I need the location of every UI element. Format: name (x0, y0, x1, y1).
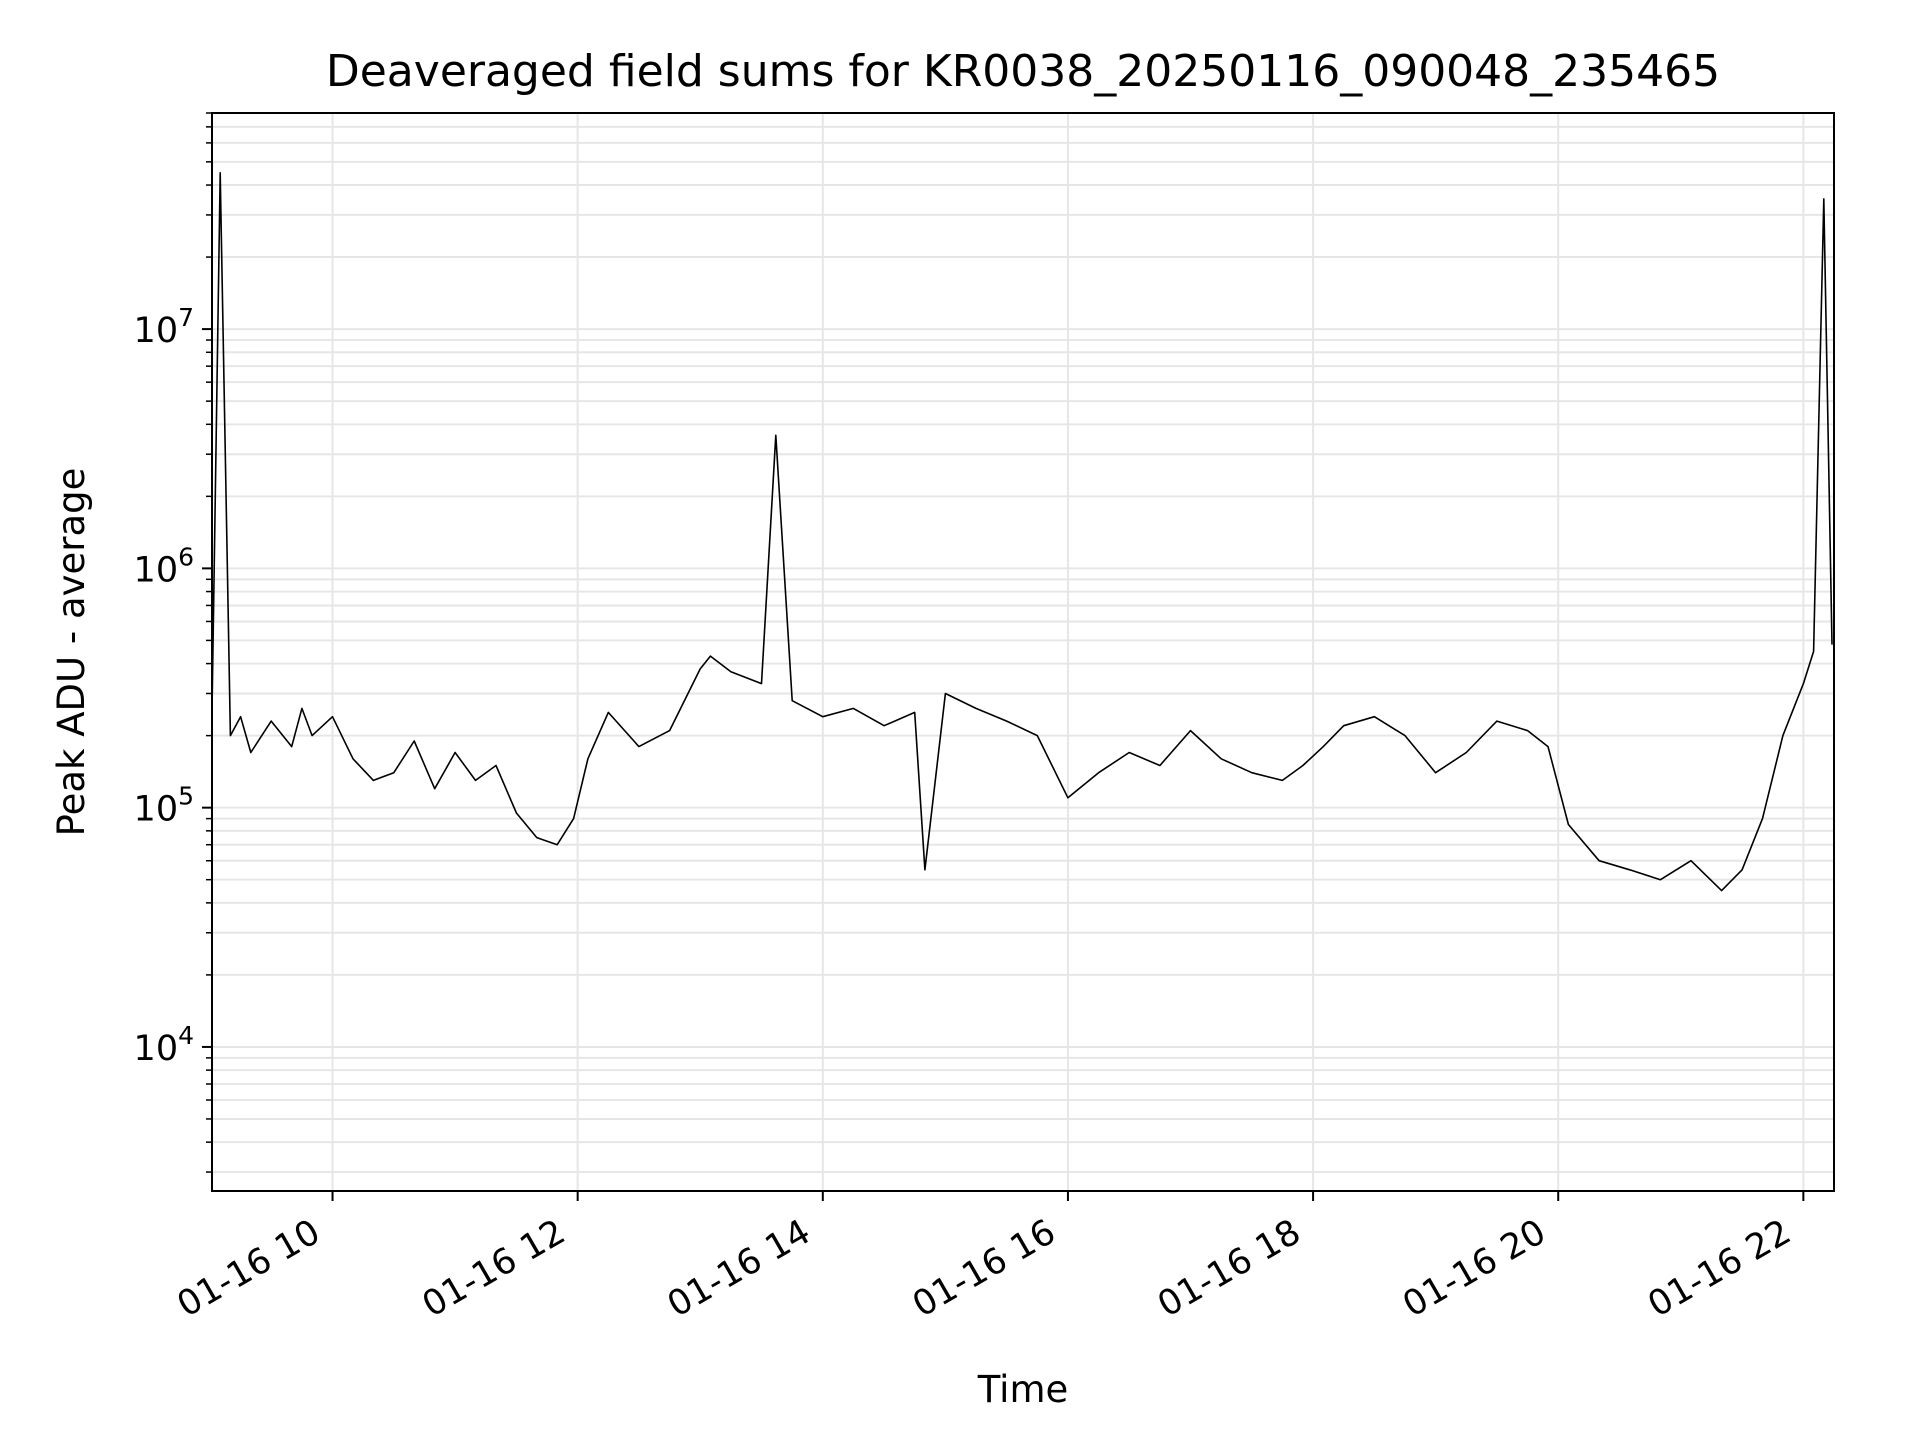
y-axis-label: Peak ADU - average (50, 468, 93, 837)
chart-title: Deaveraged field sums for KR0038_2025011… (326, 46, 1720, 97)
series-line (211, 172, 1833, 892)
y-tick-label: 104 (134, 1021, 194, 1069)
y-tick-label: 105 (134, 782, 194, 830)
y-tick-label: 106 (134, 542, 194, 590)
x-axis-label: Time (977, 1368, 1069, 1411)
y-tick-label: 107 (134, 303, 194, 351)
grid-lines (212, 112, 1834, 1191)
plot-frame (211, 112, 1835, 1192)
data-series (211, 172, 1833, 892)
